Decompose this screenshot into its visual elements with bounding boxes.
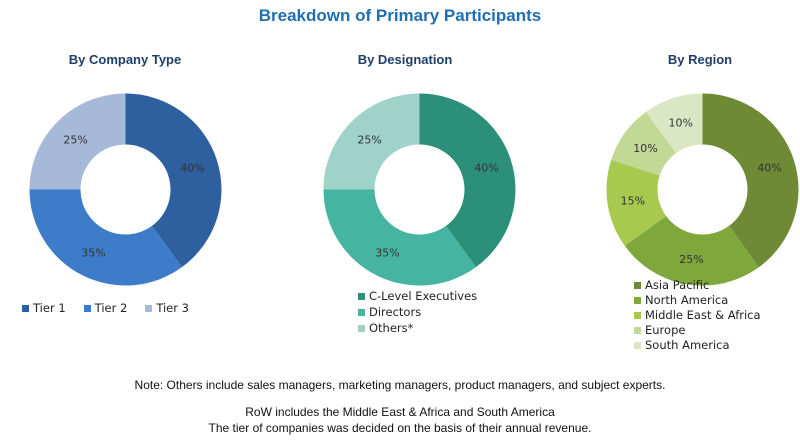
legend-swatch <box>634 326 641 334</box>
legend-item-europe: Europe <box>634 323 761 337</box>
slice-label-directors: 35% <box>375 246 399 259</box>
legend-item-directors: Directors <box>358 305 477 319</box>
slice-tier-2 <box>29 189 182 286</box>
slice-south-america <box>646 93 703 154</box>
legend-swatch <box>358 324 365 332</box>
legend-label: Tier 2 <box>94 301 128 315</box>
legend-label: C-Level Executives <box>369 289 478 303</box>
legend-label: Tier 1 <box>33 301 66 315</box>
legend-label: Directors <box>369 305 422 319</box>
slice-label-europe: 10% <box>633 142 657 155</box>
legend-label: Europe <box>645 323 686 337</box>
donut-chart-region: 40% 25% 15% 10% 10% <box>606 93 799 286</box>
slice-asia-pacific <box>702 93 799 268</box>
slice-label-tier-2: 35% <box>81 246 105 259</box>
legend-item-others: Others* <box>358 321 477 335</box>
legend-item-middle-east-africa: Middle East & Africa <box>634 308 761 322</box>
donut-chart-designation: 40% 35% 25% <box>323 93 516 286</box>
slice-others <box>323 93 420 190</box>
legend-item-asia-pacific: Asia Pacific <box>634 278 761 292</box>
slice-label-middle-east-africa: 15% <box>621 195 645 208</box>
legend-swatch <box>358 292 365 300</box>
note-row: RoW includes the Middle East & Africa an… <box>245 405 555 419</box>
legend-designation: C-Level Executives Directors Others* <box>358 289 477 335</box>
legend-item-tier-2: Tier 2 <box>83 301 128 315</box>
legend-swatch <box>634 296 641 304</box>
legend-item-tier-1: Tier 1 <box>22 301 66 315</box>
main-title: Breakdown of Primary Participants <box>258 6 542 25</box>
chart-title-designation: By Designation <box>357 52 453 67</box>
legend-swatch <box>22 304 29 312</box>
legend-label: North America <box>645 293 729 307</box>
slice-tier-3 <box>29 93 126 190</box>
legend-label: Others* <box>369 321 414 335</box>
legend-swatch <box>145 304 153 312</box>
legend-label: South America <box>645 338 730 352</box>
chart-title-company-type: By Company Type <box>68 52 182 67</box>
legend-swatch <box>634 311 641 319</box>
slice-north-america <box>624 215 759 286</box>
legend-swatch <box>634 281 641 289</box>
slice-tier-1 <box>125 93 222 268</box>
slice-directors <box>323 189 476 286</box>
slice-label-south-america: 10% <box>668 116 692 129</box>
legend-label: Tier 3 <box>156 301 189 315</box>
slice-label-tier-3: 25% <box>63 134 87 147</box>
slice-label-others: 25% <box>357 134 381 147</box>
slice-europe <box>611 111 677 176</box>
slice-c-level-executives <box>419 93 516 268</box>
legend-swatch <box>83 304 91 312</box>
slice-label-c-level-executives: 40% <box>474 162 498 175</box>
note-tier: The tier of companies was decided on the… <box>208 421 592 435</box>
legend-swatch <box>358 308 365 316</box>
legend-region: Asia Pacific North America Middle East & A… <box>634 278 761 352</box>
legend-company-type: Tier 1 Tier 2 Tier 3 <box>22 301 189 315</box>
note-others: Note: Others include sales managers, mar… <box>134 378 666 392</box>
legend-swatch <box>634 341 641 349</box>
chart-title-region: By Region <box>667 52 733 67</box>
legend-item-tier-3: Tier 3 <box>145 301 189 315</box>
slice-middle-east-africa <box>606 159 667 246</box>
donut-chart-company-type: 40% 35% 25% <box>29 93 222 286</box>
legend-item-south-america: South America <box>634 338 761 352</box>
legend-item-north-america: North America <box>634 293 761 307</box>
legend-item-c-level-executives: C-Level Executives <box>358 289 477 303</box>
legend-label: Middle East & Africa <box>645 308 761 322</box>
slice-label-tier-1: 40% <box>180 162 204 175</box>
legend-label: Asia Pacific <box>645 278 710 292</box>
slice-label-asia-pacific: 40% <box>757 162 781 175</box>
slice-label-north-america: 25% <box>679 253 703 266</box>
